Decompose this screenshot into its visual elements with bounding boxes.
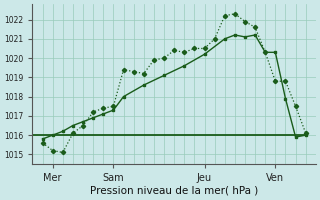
X-axis label: Pression niveau de la mer( hPa ): Pression niveau de la mer( hPa ) [90, 186, 258, 196]
